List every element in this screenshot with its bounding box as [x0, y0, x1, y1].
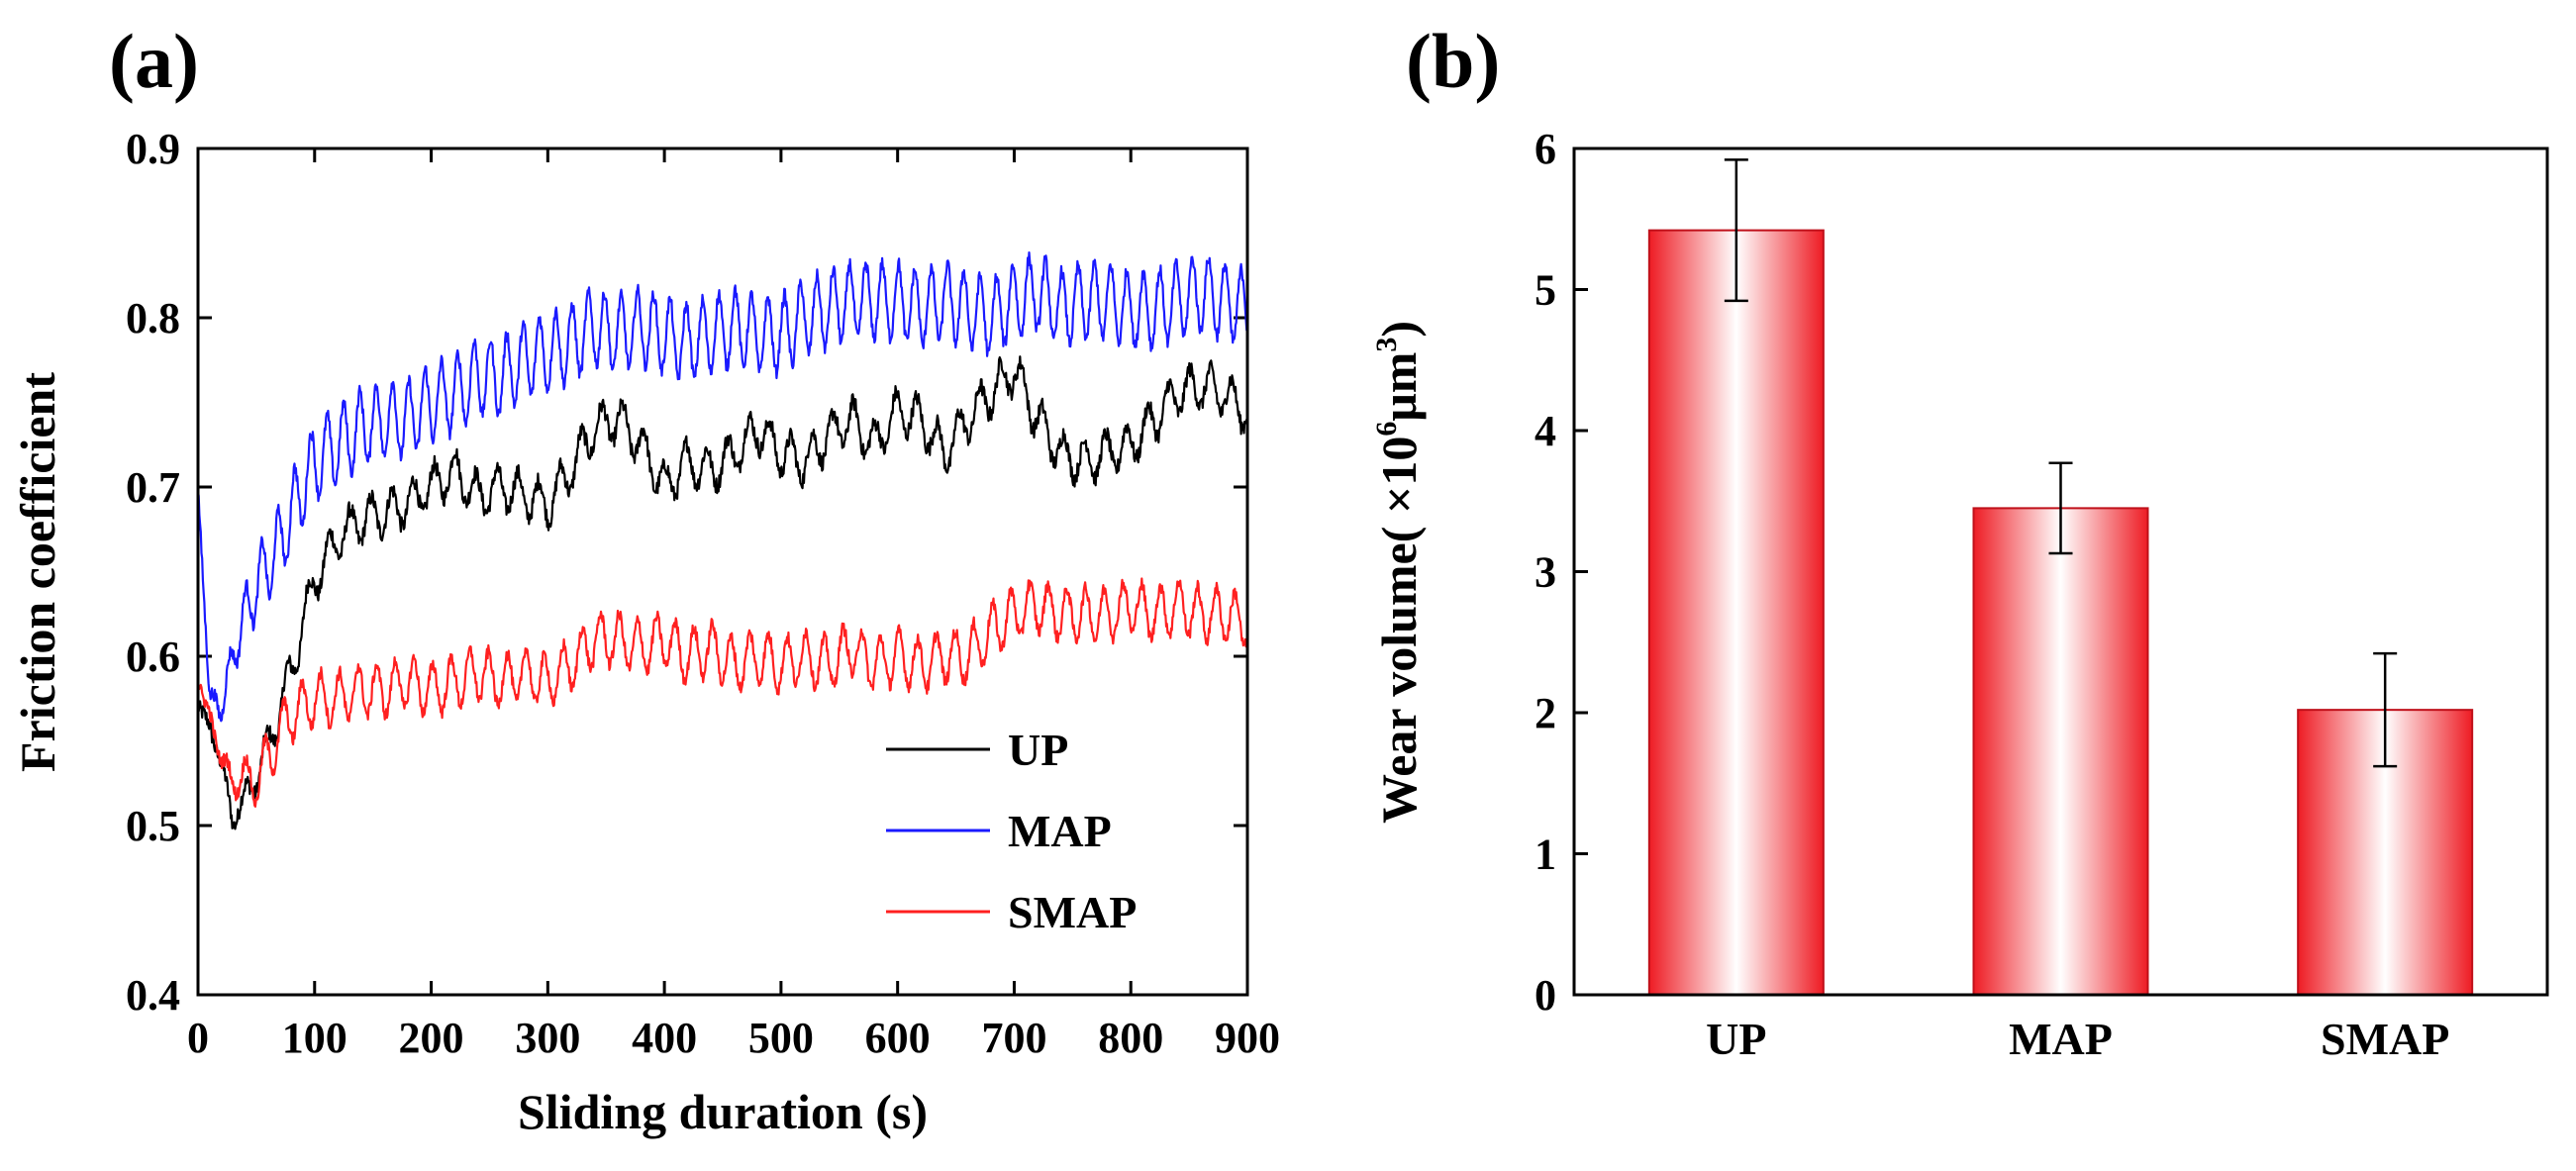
x-tick-label: 800 — [1098, 1014, 1163, 1062]
x-tick-label: 600 — [865, 1014, 931, 1062]
legend-label-smap: SMAP — [1008, 887, 1137, 937]
panel-a-x-axis-title: Sliding duration (s) — [518, 1084, 928, 1139]
legend-label-up: UP — [1008, 725, 1068, 775]
category-label-up: UP — [1706, 1014, 1766, 1064]
series-smap-line — [198, 577, 1247, 808]
x-tick-label: 100 — [282, 1014, 347, 1062]
category-label-map: MAP — [2009, 1014, 2113, 1064]
legend-label-map: MAP — [1008, 806, 1112, 856]
panel-b: (b) 0 1 2 3 4 5 6 UP MAP SMAP Wear volume( ×106μ… — [1370, 18, 2549, 1064]
panel-a-y-axis-title: Friction coefficient — [10, 372, 65, 772]
y-tick-label: 0 — [1535, 971, 1556, 1020]
x-tick-label: 0 — [187, 1014, 209, 1062]
x-tick-label: 700 — [981, 1014, 1046, 1062]
y-tick-label: 0.6 — [126, 633, 180, 681]
y-tick-label: 5 — [1535, 266, 1556, 315]
y-tick-label: 0.8 — [126, 294, 180, 342]
x-tick-label: 900 — [1215, 1014, 1280, 1062]
y-tick-label: 1 — [1535, 830, 1556, 879]
x-tick-label: 300 — [515, 1014, 580, 1062]
y-tick-label: 0.9 — [126, 125, 180, 173]
panel-a: (a) 0 100 200 300 400 500 600 700 800 900 0.4 0.5 0.… — [10, 18, 1280, 1139]
x-tick-label: 400 — [632, 1014, 697, 1062]
panel-b-label: (b) — [1406, 18, 1500, 104]
panel-a-series — [198, 251, 1247, 830]
y-tick-label: 0.5 — [126, 802, 180, 850]
bar-map — [1972, 507, 2149, 996]
y-tick-label: 6 — [1535, 125, 1556, 173]
panel-a-label: (a) — [109, 18, 199, 104]
y-tick-label: 0.7 — [126, 463, 180, 512]
y-tick-label: 3 — [1535, 548, 1556, 597]
panel-a-legend: UP MAP SMAP — [886, 725, 1137, 937]
y-tick-label: 2 — [1535, 689, 1556, 737]
panel-b-tick-labels: 0 1 2 3 4 5 6 — [1535, 125, 1556, 1020]
panel-b-category-labels: UP MAP SMAP — [1706, 1014, 2449, 1064]
y-tick-label: 4 — [1535, 407, 1556, 455]
panel-b-error-bars — [1724, 158, 2398, 768]
panel-b-frame — [1572, 146, 2549, 997]
bar-up — [1647, 229, 1825, 996]
y-tick-label: 0.4 — [126, 971, 180, 1020]
panel-b-bars — [1647, 229, 2474, 997]
series-up-line — [198, 355, 1247, 830]
category-label-smap: SMAP — [2321, 1014, 2449, 1064]
x-tick-label: 500 — [748, 1014, 814, 1062]
panel-a-tick-labels: 0 100 200 300 400 500 600 700 800 900 0.4 0.5 0.6 0.7… — [126, 125, 1280, 1062]
panel-a-ticks — [196, 146, 1249, 997]
series-map-line — [198, 251, 1247, 723]
panel-a-frame — [196, 146, 1249, 997]
x-tick-label: 200 — [399, 1014, 464, 1062]
panel-b-y-axis-title: Wear volume( ×106μm3) — [1370, 321, 1427, 824]
